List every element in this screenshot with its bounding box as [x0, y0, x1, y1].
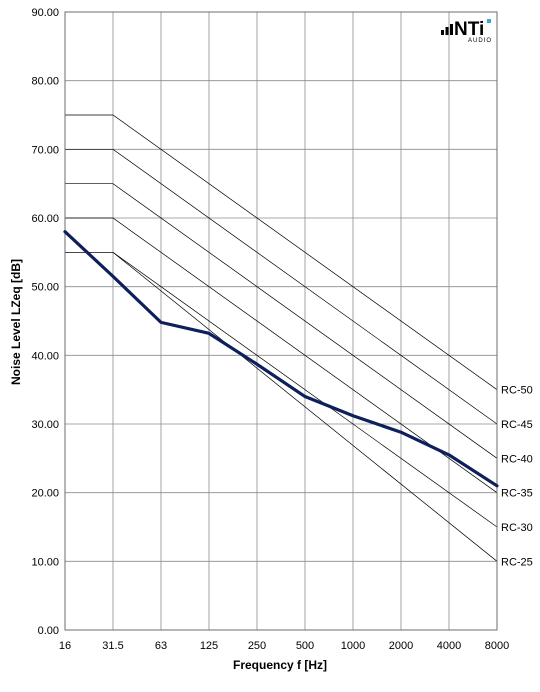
measured-point-3	[207, 332, 211, 335]
rc-curve-rc-40	[65, 183, 498, 459]
x-tick-labels: 16 31.5 63 125 250 500 1000 2000 4000 8000	[59, 640, 509, 652]
logo-dot	[487, 19, 491, 23]
x-tick-label-0: 16	[59, 640, 71, 652]
y-axis-title: Noise Level LZeq [dB]	[9, 259, 23, 385]
measured-point-8	[447, 453, 451, 457]
rc-label-rc-30: RC-30	[501, 522, 533, 534]
x-tick-label-5: 500	[296, 640, 314, 652]
x-tick-label-3: 125	[200, 640, 218, 652]
measured-point-5	[303, 395, 307, 398]
rc-curves	[65, 114, 498, 562]
y-tick-label-6: 60.00	[31, 213, 59, 225]
rc-curve-rc-25	[65, 251, 498, 562]
measured-point-4	[255, 363, 259, 366]
x-tick-label-6: 1000	[341, 640, 365, 652]
rc-label-rc-50: RC-50	[501, 385, 533, 397]
y-tick-label-8: 80.00	[31, 76, 59, 88]
logo-main-text: NTi	[454, 19, 484, 40]
y-tick-label-7: 70.00	[31, 144, 59, 156]
rc-curve-rc-35	[65, 217, 498, 493]
y-tick-labels: 0.00 10.00 20.00 30.00 40.00 50.00 60.00 70.00 8…	[31, 7, 59, 637]
measured-point-0	[63, 230, 67, 233]
x-tick-label-4: 250	[248, 640, 266, 652]
x-tick-label-1: 31.5	[102, 640, 123, 652]
plot-area-border	[64, 11, 498, 631]
y-tick-label-2: 20.00	[31, 488, 59, 500]
rc-curve-labels: RC-50 RC-45 RC-40 RC-35 RC-30 RC-25	[501, 385, 533, 569]
x-tick-label-2: 63	[155, 640, 167, 652]
plot-border	[64, 11, 498, 631]
rc-label-rc-40: RC-40	[501, 453, 533, 465]
y-tick-label-4: 40.00	[31, 350, 59, 362]
measured-noise-line	[63, 230, 499, 488]
measured-point-2	[159, 321, 163, 324]
y-tick-label-1: 10.00	[31, 556, 59, 568]
measured-point-9	[495, 484, 499, 487]
logo-bar-3	[450, 24, 453, 35]
rc-label-rc-45: RC-45	[501, 419, 533, 431]
rc-label-rc-25: RC-25	[501, 556, 533, 568]
x-tick-label-8: 4000	[437, 640, 461, 652]
x-tick-label-9: 8000	[485, 640, 509, 652]
y-tick-label-3: 30.00	[31, 419, 59, 431]
logo-bar-2	[445, 27, 449, 35]
nti-audio-logo: NTi AUDIO	[441, 19, 492, 44]
measured-point-7	[399, 431, 403, 434]
y-tick-label-5: 50.00	[31, 282, 59, 294]
measured-series	[63, 230, 499, 488]
y-tick-label-0: 0.00	[38, 625, 59, 637]
logo-sub-text: AUDIO	[468, 38, 492, 44]
rc-label-rc-35: RC-35	[501, 488, 533, 500]
rc-curve-rc-50	[65, 114, 498, 390]
x-axis-title: Frequency f [Hz]	[233, 658, 327, 672]
rc-curve-rc-45	[65, 148, 498, 425]
measured-point-1	[111, 275, 115, 278]
x-tick-label-7: 2000	[389, 640, 413, 652]
y-tick-label-9: 90.00	[31, 7, 59, 19]
measured-point-6	[351, 414, 355, 417]
logo-bar-1	[441, 30, 444, 35]
